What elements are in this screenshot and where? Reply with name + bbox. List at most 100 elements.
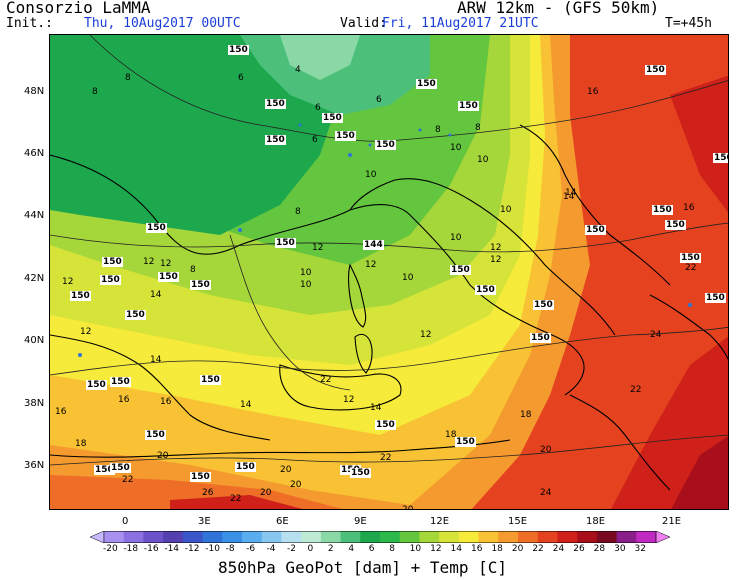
colorbar-cap-low (90, 531, 105, 543)
colorbar-swatch (478, 531, 499, 543)
temperature-contour-label: 12 (62, 277, 74, 287)
model-info: ARW 12km - (GFS 50km) (457, 0, 660, 17)
temperature-contour-label: 20 (280, 465, 292, 475)
colorbar-tick-label: 20 (511, 544, 524, 554)
temperature-contour-label: 8 (435, 125, 441, 135)
temperature-contour-label: 8 (92, 87, 98, 97)
temperature-contour-label: 16 (55, 407, 67, 417)
geopotential-contour-label: 150 (533, 300, 554, 310)
lakes (78, 123, 692, 357)
geopotential-contour-label: 150 (645, 65, 666, 75)
geopotential-contour-label: 150 (158, 272, 179, 282)
geopotential-contour-label: 150 (375, 140, 396, 150)
geopotential-contour-label: 150 (335, 131, 356, 141)
colorbar-swatch (301, 531, 322, 543)
geopotential-contour-label: 150 (70, 291, 91, 301)
temperature-contour-label: 14 (150, 355, 162, 365)
temp-zone-26 (671, 436, 728, 509)
colorbar-swatch (320, 531, 342, 543)
geopotential-contour-label: 150 (680, 253, 701, 263)
colorbar-swatch (123, 531, 144, 543)
lat-label-48n: 48N (24, 86, 45, 97)
colorbar-swatch (616, 531, 637, 543)
colorbar-swatch (498, 531, 519, 543)
temperature-contour-label: 16 (118, 395, 130, 405)
temperature-contour-label: 8 (125, 73, 131, 83)
temperature-contour-label: 12 (420, 330, 432, 340)
temp-zone-4 (280, 35, 360, 80)
temperature-contour-label: 4 (295, 65, 301, 75)
colorbar-tick-label: 12 (430, 544, 442, 554)
colorbar-tick-label: 28 (593, 544, 606, 554)
geopotential-contour-label: 150 (585, 225, 606, 235)
app-title: Consorzio LaMMA (6, 0, 151, 17)
temperature-contour-label: 14 (150, 290, 162, 300)
colorbar-tick-label: 16 (471, 544, 483, 554)
geopotential-contour-label: 150 (145, 430, 166, 440)
colorbar-tick-label: 6 (368, 544, 375, 554)
lon-label-12e: 12E (430, 516, 450, 527)
temperature-contour-label: 14 (565, 188, 577, 198)
colorbar-swatch (202, 531, 223, 543)
colorbar-swatch (636, 531, 657, 543)
geopotential-contour-label: 150 (475, 285, 496, 295)
colorbar-tick-label: 24 (552, 544, 565, 554)
forecast-hour: T=+45h (665, 16, 712, 31)
temperature-contour-label: 10 (450, 143, 462, 153)
geopotential-contour-label: 150 (275, 238, 296, 248)
temperature-contour-label: 20 (157, 451, 169, 461)
geopotential-contour-label: 144 (363, 240, 384, 250)
geopotential-contour-label: 150 (190, 472, 211, 482)
colorbar-tick-label: 14 (450, 544, 462, 554)
colorbar-tick-label: -18 (123, 544, 139, 554)
lat-label-38n: 38N (24, 398, 45, 409)
temperature-contour-label: 6 (376, 95, 382, 105)
temperature-contour-label: 10 (450, 233, 462, 243)
temperature-contour-label: 12 (490, 243, 502, 253)
geopotential-contour-label: 150 (265, 135, 286, 145)
colorbar-title: 850hPa GeoPot [dam] + Temp [C] (218, 558, 507, 577)
colorbar-tick-label: 18 (491, 544, 503, 554)
colorbar-swatch (222, 531, 243, 543)
colorbar-tick-label: 10 (409, 544, 422, 554)
colorbar (90, 531, 670, 543)
lat-label-44n: 44N (24, 210, 45, 221)
temperature-contour-label: 22 (380, 453, 392, 463)
colorbar-tick-label: -16 (143, 544, 159, 554)
colorbar-swatch (182, 531, 204, 543)
geopotential-contour-label: 150 (450, 265, 471, 275)
temperature-contour-label: 26 (202, 488, 214, 498)
temperature-contour-label: 12 (365, 260, 377, 270)
colorbar-swatch (360, 531, 381, 543)
colorbar-swatch (163, 531, 184, 543)
temperature-contour-label: 24 (650, 330, 662, 340)
temperature-contour-label: 10 (365, 170, 377, 180)
geopotential-contour-label: 150 (652, 205, 673, 215)
geopotential-contour-label: 150 (265, 99, 286, 109)
colorbar-tick-label: 8 (389, 544, 395, 554)
geopotential-contour-label: 150 (530, 333, 551, 343)
geopotential-contour-label: 150 (235, 462, 256, 472)
init-label: Init.: (6, 16, 53, 31)
weather-map[interactable]: 8 8 6 6 6 6 4 8 8 10 10 10 10 10 10 8 12 12 12 12 12 12 12 14 14… (49, 34, 729, 510)
temperature-contour-label: 22 (685, 263, 697, 273)
temperature-contour-label: 22 (630, 385, 642, 395)
geopotential-contour-label: 150 (102, 257, 123, 267)
temperature-contour-label: 22 (320, 375, 332, 385)
colorbar-tick-label: 4 (348, 544, 355, 554)
geopotential-contour-label: 150 (458, 101, 479, 111)
temperature-contour-label: 20 (402, 505, 414, 510)
geopotential-contour-label: 150 (322, 113, 343, 123)
temp-zone-24-south (170, 495, 303, 509)
temperature-contour-label: 12 (312, 243, 324, 253)
temp-zone-8 (50, 35, 350, 235)
lon-label-9e: 9E (354, 516, 367, 527)
colorbar-swatch (242, 531, 263, 543)
temperature-contour-label: 10 (500, 205, 512, 215)
temperature-contour-label: 12 (80, 327, 92, 337)
temperature-contour-label: 12 (160, 259, 172, 269)
colorbar-swatch (261, 531, 282, 543)
geopotential-contour-label: 150 (100, 275, 121, 285)
temperature-contour-label: 10 (477, 155, 489, 165)
temperature-contour-label: 10 (402, 273, 414, 283)
